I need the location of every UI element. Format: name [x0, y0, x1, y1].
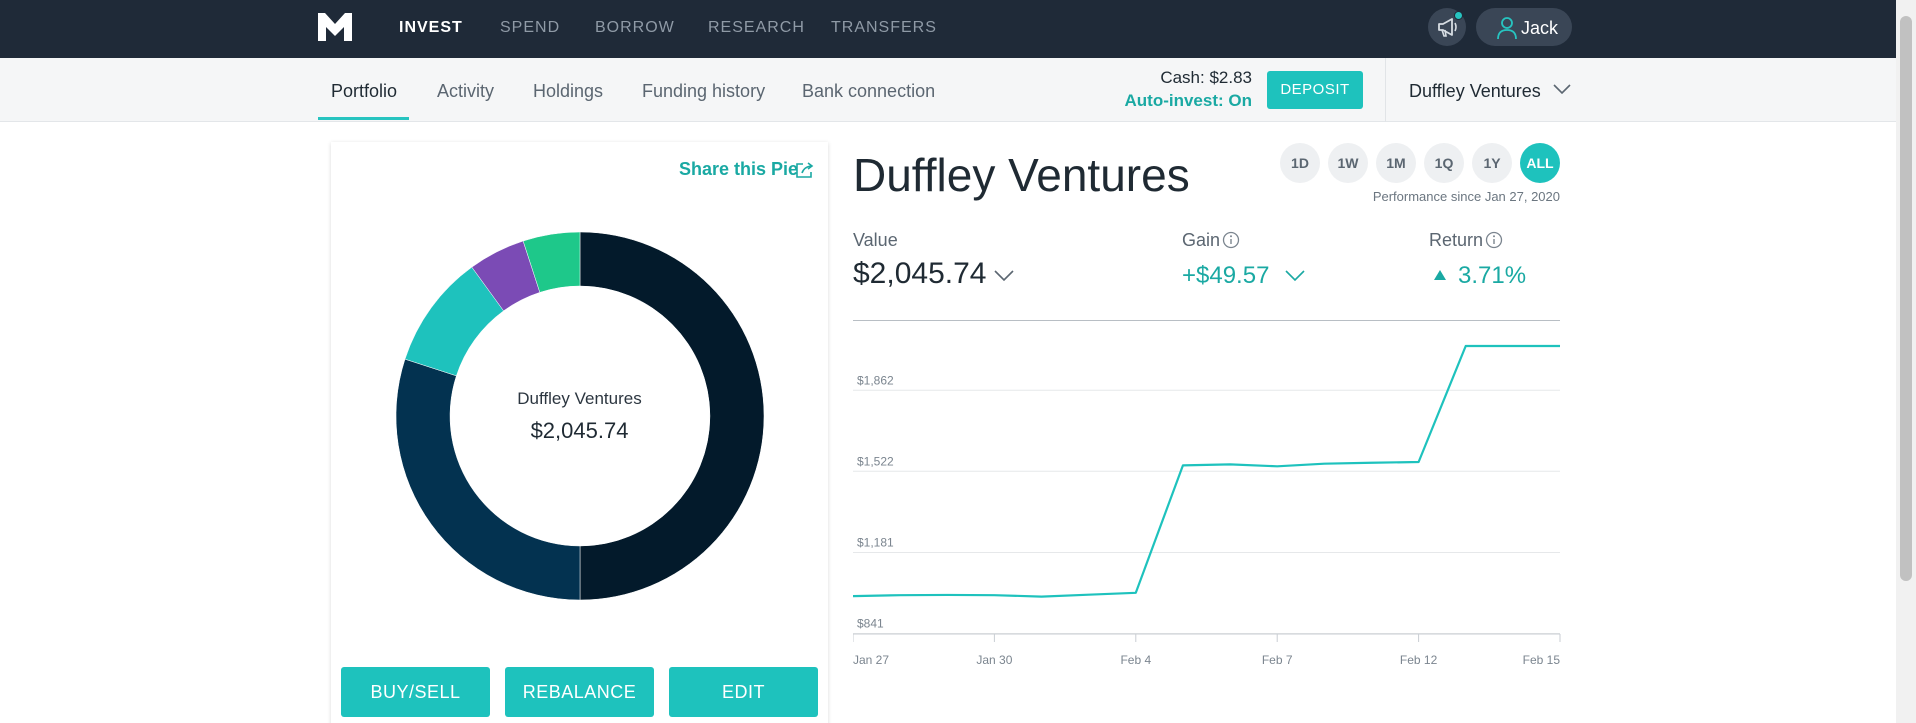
x-tick-label: Jan 30 [976, 653, 1012, 667]
active-tab-indicator [318, 117, 409, 120]
y-tick-label: $1,862 [857, 373, 894, 387]
chevron-down-icon[interactable] [1285, 270, 1305, 282]
edit-button[interactable]: EDIT [669, 667, 818, 717]
return-label: Return [1429, 230, 1484, 250]
tab-bank-connection[interactable]: Bank connection [802, 81, 936, 101]
nav-invest[interactable]: INVEST [399, 19, 463, 36]
rebalance-button[interactable]: REBALANCE [505, 667, 654, 717]
x-tick-label: Feb 4 [1120, 653, 1151, 667]
sub-navigation-bar: Portfolio Activity Holdings Funding hist… [0, 58, 1896, 122]
return-percent: 3.71% [1458, 262, 1527, 289]
range-1w-button[interactable]: 1W [1328, 143, 1368, 183]
nav-transfers[interactable]: TRANSFERS [831, 19, 937, 36]
info-icon[interactable] [1222, 231, 1240, 249]
chevron-down-icon[interactable] [994, 270, 1014, 282]
scrollbar-thumb[interactable] [1900, 16, 1912, 581]
y-tick-label: $1,522 [857, 454, 894, 468]
x-tick-label: Feb 15 [1523, 653, 1561, 667]
performance-since-label: Performance since Jan 27, 2020 [1372, 189, 1560, 204]
x-tick-label: Feb 7 [1262, 653, 1293, 667]
divider [853, 320, 1560, 321]
deposit-button[interactable]: DEPOSIT [1267, 71, 1363, 109]
user-menu-button[interactable]: Jack [1476, 8, 1572, 46]
donut-slice-1[interactable] [579, 232, 764, 600]
nav-research[interactable]: RESEARCH [708, 19, 805, 36]
tab-portfolio[interactable]: Portfolio [331, 81, 398, 101]
user-name: Jack [1521, 18, 1559, 38]
cash-balance: Cash: $2.83 [1160, 68, 1252, 87]
megaphone-icon [1438, 18, 1457, 37]
gain-label: Gain [1182, 230, 1221, 250]
buy-sell-button[interactable]: BUY/SELL [341, 667, 490, 717]
share-pie-link[interactable]: Share this Pie [679, 159, 799, 179]
chevron-down-icon[interactable] [1553, 84, 1571, 94]
y-tick-label: $841 [857, 617, 884, 631]
pie-card: Share this Pie Duffley Ventures $2,045.7… [331, 142, 828, 723]
info-icon[interactable] [1485, 231, 1503, 249]
y-tick-label: $1,181 [857, 536, 894, 550]
range-all-button[interactable]: ALL [1520, 143, 1560, 183]
divider [1385, 58, 1386, 122]
top-navigation-bar: INVEST SPEND BORROW RESEARCH TRANSFERS J… [0, 0, 1896, 58]
auto-invest-status[interactable]: Auto-invest: On [1124, 91, 1253, 110]
portfolio-donut-chart[interactable] [396, 232, 764, 600]
tab-activity[interactable]: Activity [437, 81, 495, 101]
value-label: Value [853, 230, 898, 250]
x-tick-label: Feb 12 [1400, 653, 1438, 667]
range-1q-button[interactable]: 1Q [1424, 143, 1464, 183]
announcements-button[interactable] [1428, 8, 1466, 46]
notification-dot [1454, 11, 1463, 20]
nav-borrow[interactable]: BORROW [595, 19, 675, 36]
nav-spend[interactable]: SPEND [500, 19, 561, 36]
tab-holdings[interactable]: Holdings [533, 81, 604, 101]
x-tick-label: Jan 27 [853, 653, 889, 667]
account-selector[interactable]: Duffley Ventures [1409, 81, 1541, 101]
share-icon[interactable] [795, 161, 815, 179]
tab-funding-history[interactable]: Funding history [642, 81, 766, 101]
value-amount: $2,045.74 [853, 257, 987, 290]
donut-slice-5[interactable] [522, 232, 581, 293]
m1-logo-icon[interactable] [318, 13, 352, 41]
user-icon [1497, 17, 1517, 40]
value-series-line[interactable] [853, 344, 1560, 598]
donut-slice-2[interactable] [396, 358, 581, 600]
gain-amount: +$49.57 [1182, 262, 1270, 289]
donut-center-title: Duffley Ventures [517, 389, 642, 408]
donut-center-value: $2,045.74 [530, 418, 629, 443]
range-1d-button[interactable]: 1D [1280, 143, 1320, 183]
range-1y-button[interactable]: 1Y [1472, 143, 1512, 183]
up-arrow-icon [1434, 270, 1446, 280]
range-1m-button[interactable]: 1M [1376, 143, 1416, 183]
pie-title: Duffley Ventures [853, 149, 1190, 201]
performance-line-chart[interactable]: $841 $1,181 $1,522 $1,862 Jan 27 Jan 30 Feb 4 F… [853, 340, 1563, 680]
